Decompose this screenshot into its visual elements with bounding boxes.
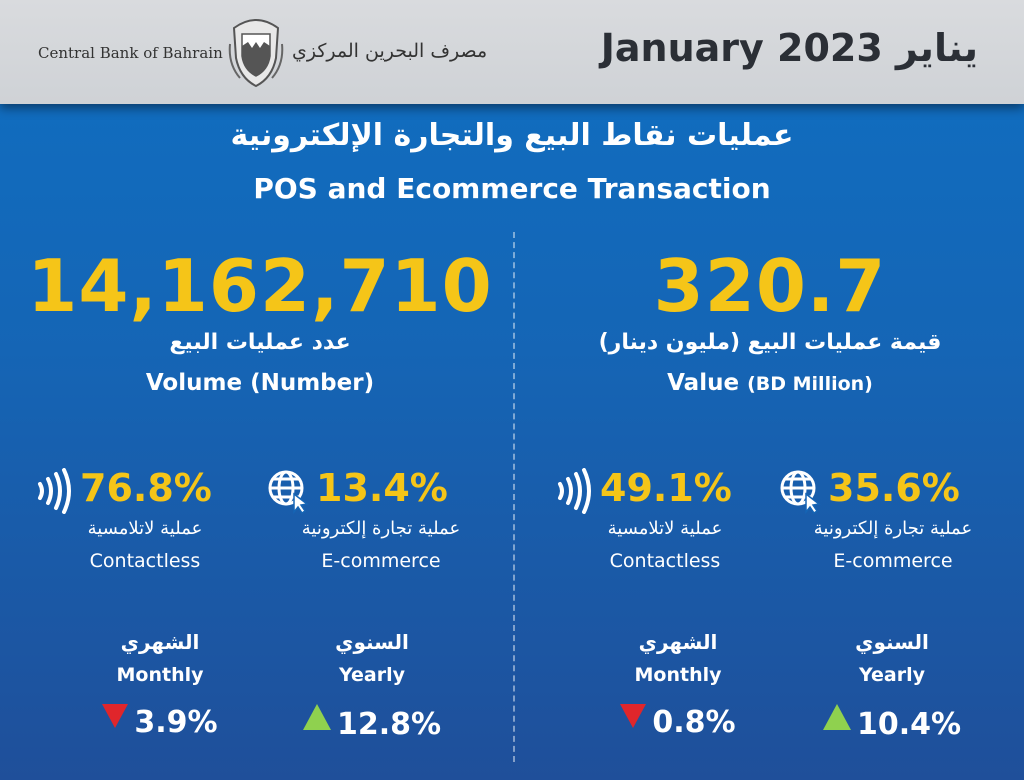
value-ecommerce-stat: 35.6% عملية تجارة إلكترونية E-commerce <box>778 462 1008 582</box>
header-bar: Central Bank of Bahrain مصرف البحرين الم… <box>0 0 1024 104</box>
volume-yearly-change: السنوي Yearly 12.8% <box>272 630 472 760</box>
volume-contactless-label-en: Contactless <box>89 550 201 572</box>
page-title-en: POS and Ecommerce Transaction <box>253 172 771 205</box>
volume-monthly-label-ar: الشهري <box>120 630 200 654</box>
volume-monthly-change: الشهري Monthly 3.9% <box>60 630 260 760</box>
value-monthly-label-en: Monthly <box>634 664 722 686</box>
contactless-icon <box>38 468 71 514</box>
value-label-en: Value (BD Million) <box>520 370 1020 396</box>
value-amount: 320.7 <box>653 244 887 328</box>
value-monthly-value: 0.8% <box>652 705 736 740</box>
contactless-icon <box>558 468 591 514</box>
value-monthly-label-ar: الشهري <box>638 630 718 654</box>
value-yearly-label-en: Yearly <box>859 664 925 686</box>
value-ecommerce-pct: 35.6% <box>828 466 960 510</box>
volume-panel: 14,162,710 عدد عمليات البيع Volume (Numb… <box>10 230 510 770</box>
value-contactless-label-en: Contactless <box>609 550 721 572</box>
globe-cursor-icon <box>268 470 309 514</box>
volume-ecommerce-stat: 13.4% عملية تجارة إلكترونية E-commerce <box>266 462 496 582</box>
volume-yearly-label-ar: السنوي <box>335 630 409 654</box>
value-contactless-pct: 49.1% <box>600 466 732 510</box>
value-label-ar: قيمة عمليات البيع (مليون دينار) <box>598 330 942 355</box>
volume-label-ar: عدد عمليات البيع <box>169 330 351 355</box>
volume-monthly-label-en: Monthly <box>116 664 204 686</box>
bank-name-en: Central Bank of Bahrain <box>38 44 223 62</box>
panel-divider <box>513 232 515 762</box>
value-ecommerce-label-en: E-commerce <box>833 550 953 572</box>
globe-cursor-icon <box>780 470 821 514</box>
volume-contactless-stat: 76.8% عملية لاتلامسية Contactless <box>30 462 260 582</box>
bank-crest-icon <box>228 19 284 88</box>
bank-name-ar: مصرف البحرين المركزي <box>292 40 488 62</box>
up-arrow-icon <box>302 704 331 730</box>
volume-monthly-value: 3.9% <box>134 705 218 740</box>
volume-yearly-label-en: Yearly <box>339 664 405 686</box>
value-label-en-unit: (BD Million) <box>747 373 873 395</box>
volume-ecommerce-pct: 13.4% <box>316 466 448 510</box>
volume-label-en: Volume (Number) <box>145 370 375 396</box>
value-contactless-label-ar: عملية لاتلامسية <box>607 518 723 539</box>
report-period: January 2023 يناير <box>600 26 978 70</box>
value-label-en-main: Value <box>667 370 740 396</box>
down-arrow-icon <box>102 704 129 728</box>
value-yearly-value: 10.4% <box>856 707 962 742</box>
value-yearly-change: السنوي Yearly 10.4% <box>792 630 992 760</box>
volume-yearly-value: 12.8% <box>336 707 442 742</box>
volume-contactless-pct: 76.8% <box>80 466 212 510</box>
value-contactless-stat: 49.1% عملية لاتلامسية Contactless <box>550 462 780 582</box>
volume-ecommerce-label-ar: عملية تجارة إلكترونية <box>301 518 461 539</box>
page-title-ar: عمليات نقاط البيع والتجارة الإلكترونية <box>230 118 794 153</box>
value-monthly-change: الشهري Monthly 0.8% <box>578 630 778 760</box>
volume-contactless-label-ar: عملية لاتلامسية <box>87 518 203 539</box>
down-arrow-icon <box>620 704 647 728</box>
value-yearly-label-ar: السنوي <box>855 630 929 654</box>
value-panel: 320.7 قيمة عمليات البيع (مليون دينار) Va… <box>520 230 1020 770</box>
up-arrow-icon <box>822 704 851 730</box>
value-ecommerce-label-ar: عملية تجارة إلكترونية <box>813 518 973 539</box>
volume-ecommerce-label-en: E-commerce <box>321 550 441 572</box>
volume-value: 14,162,710 <box>27 244 493 328</box>
